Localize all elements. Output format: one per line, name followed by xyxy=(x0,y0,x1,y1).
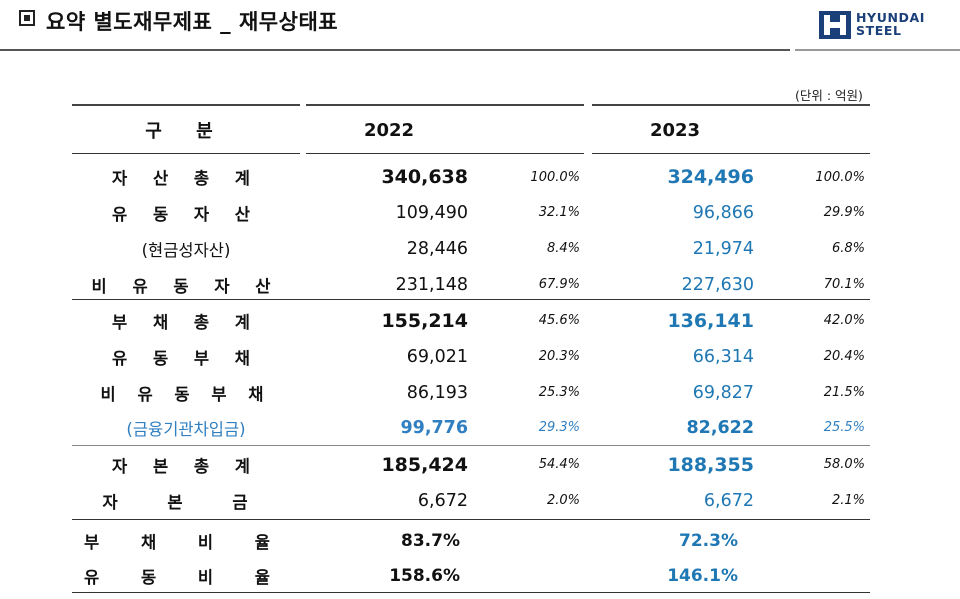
value-2023: 66,314 xyxy=(692,346,754,367)
table-row: 비 유 동 자 산 231,148 67.9% 227,630 70.1% xyxy=(0,267,960,302)
unit-note: (단위 : 억원) xyxy=(795,88,863,103)
pct-2022: 54.4% xyxy=(538,457,580,472)
header-rule xyxy=(0,49,790,51)
table-row: 유 동 비 율 158.6% 146.1% xyxy=(0,559,960,593)
row-label: 부 채 비 율 xyxy=(84,533,288,552)
logo-line-1: HYUNDAI xyxy=(856,10,926,25)
col-header-category: 구 분 xyxy=(145,121,227,142)
value-2022: 158.6% xyxy=(389,566,460,586)
section-rule-equity xyxy=(72,445,870,446)
logo-wordmark: HYUNDAI STEEL xyxy=(856,11,925,37)
pct-2023: 25.5% xyxy=(823,420,865,435)
row-label: 유 동 자 산 xyxy=(112,204,260,224)
value-2022: 109,490 xyxy=(395,202,468,223)
pct-2023: 29.9% xyxy=(823,205,865,220)
hyundai-steel-logo-icon xyxy=(819,11,851,39)
value-2023: 96,866 xyxy=(692,202,754,223)
hyundai-steel-logo: HYUNDAI STEEL xyxy=(818,10,933,40)
value-2023: 21,974 xyxy=(692,238,754,259)
slide-header: 요약 별도재무제표 _ 재무상태표 HYUNDAI STEEL xyxy=(0,0,960,52)
square-bullet-icon xyxy=(19,10,35,26)
value-2022: 99,776 xyxy=(400,417,468,438)
row-label: 비 유 동 자 산 xyxy=(91,276,281,296)
pct-2022: 32.1% xyxy=(538,205,580,220)
pct-2022: 100.0% xyxy=(530,169,580,185)
pct-2023: 42.0% xyxy=(823,313,865,328)
pct-2023: 58.0% xyxy=(823,457,865,472)
value-2022: 28,446 xyxy=(406,238,468,259)
table-row: (금융기관차입금) 99,776 29.3% 82,622 25.5% xyxy=(0,410,960,445)
table-top-rule-left xyxy=(72,104,300,106)
value-2023: 146.1% xyxy=(667,566,738,586)
pct-2023: 100.0% xyxy=(815,169,865,185)
table-row: (현금성자산) 28,446 8.4% 21,974 6.8% xyxy=(0,231,960,266)
table-header-row: 구 분 2022 2023 xyxy=(0,110,960,150)
pct-2023: 20.4% xyxy=(823,349,865,364)
pct-2023: 6.8% xyxy=(831,241,865,256)
row-label: 유 동 부 채 xyxy=(112,348,260,368)
row-label: (현금성자산) xyxy=(141,240,231,260)
row-label: 비 유 동 부 채 xyxy=(100,384,272,404)
table-row: 유 동 부 채 69,021 20.3% 66,314 20.4% xyxy=(0,339,960,374)
header-rule-right xyxy=(795,49,960,51)
pct-2022: 20.3% xyxy=(538,349,580,364)
value-2023: 82,622 xyxy=(686,417,754,438)
table-row: 자 본 금 6,672 2.0% 6,672 2.1% xyxy=(0,483,960,518)
pct-2022: 29.3% xyxy=(538,420,580,435)
value-2022: 6,672 xyxy=(417,490,468,511)
col-header-2023: 2023 xyxy=(649,119,701,141)
table-row: 부 채 비 율 83.7% 72.3% xyxy=(0,524,960,558)
table-top-rule-2022 xyxy=(306,104,584,106)
pct-2023: 70.1% xyxy=(823,277,865,292)
value-2022: 231,148 xyxy=(395,274,468,295)
row-label: (금융기관차입금) xyxy=(126,419,246,439)
header-bottom-rule-2022 xyxy=(306,153,584,154)
section-rule-liabilities xyxy=(72,299,870,300)
pct-2022: 45.6% xyxy=(538,313,580,328)
value-2023: 227,630 xyxy=(681,274,754,295)
pct-2022: 25.3% xyxy=(538,385,580,400)
table-bottom-rule xyxy=(72,592,870,593)
row-label: 자 산 총 계 xyxy=(112,169,260,188)
row-label: 자 본 총 계 xyxy=(112,456,260,476)
col-header-2022: 2022 xyxy=(363,119,415,141)
table-row: 유 동 자 산 109,490 32.1% 96,866 29.9% xyxy=(0,195,960,230)
table-row: 자 산 총 계 340,638 100.0% 324,496 100.0% xyxy=(0,160,960,194)
table-row: 부 채 총 계 155,214 45.6% 136,141 42.0% xyxy=(0,303,960,338)
row-label: 유 동 비 율 xyxy=(84,568,288,587)
pct-2022: 67.9% xyxy=(538,277,580,292)
table-row: 자 본 총 계 185,424 54.4% 188,355 58.0% xyxy=(0,447,960,482)
header-bottom-rule-2023 xyxy=(592,153,870,154)
section-rule-ratio xyxy=(72,519,870,520)
table-top-rule-2023 xyxy=(592,104,870,106)
value-2022: 86,193 xyxy=(406,382,468,403)
row-label: 부 채 총 계 xyxy=(112,312,260,332)
value-2023: 324,496 xyxy=(667,166,754,188)
pct-2022: 2.0% xyxy=(546,493,580,508)
value-2023: 136,141 xyxy=(667,309,754,332)
header-bottom-rule-left xyxy=(72,153,300,154)
value-2023: 188,355 xyxy=(667,453,754,476)
value-2023: 72.3% xyxy=(679,531,738,551)
pct-2023: 2.1% xyxy=(831,493,865,508)
value-2022: 69,021 xyxy=(406,346,468,367)
value-2022: 155,214 xyxy=(381,309,468,332)
value-2023: 6,672 xyxy=(703,490,754,511)
table-row: 비 유 동 부 채 86,193 25.3% 69,827 21.5% xyxy=(0,375,960,410)
row-label: 자 본 금 xyxy=(102,492,270,512)
pct-2023: 21.5% xyxy=(823,385,865,400)
value-2022: 340,638 xyxy=(381,166,468,188)
value-2023: 69,827 xyxy=(692,382,754,403)
pct-2022: 8.4% xyxy=(546,241,580,256)
page-title: 요약 별도재무제표 _ 재무상태표 xyxy=(46,10,339,34)
logo-line-2: STEEL xyxy=(856,23,902,38)
value-2022: 83.7% xyxy=(401,531,460,551)
value-2022: 185,424 xyxy=(381,453,468,476)
